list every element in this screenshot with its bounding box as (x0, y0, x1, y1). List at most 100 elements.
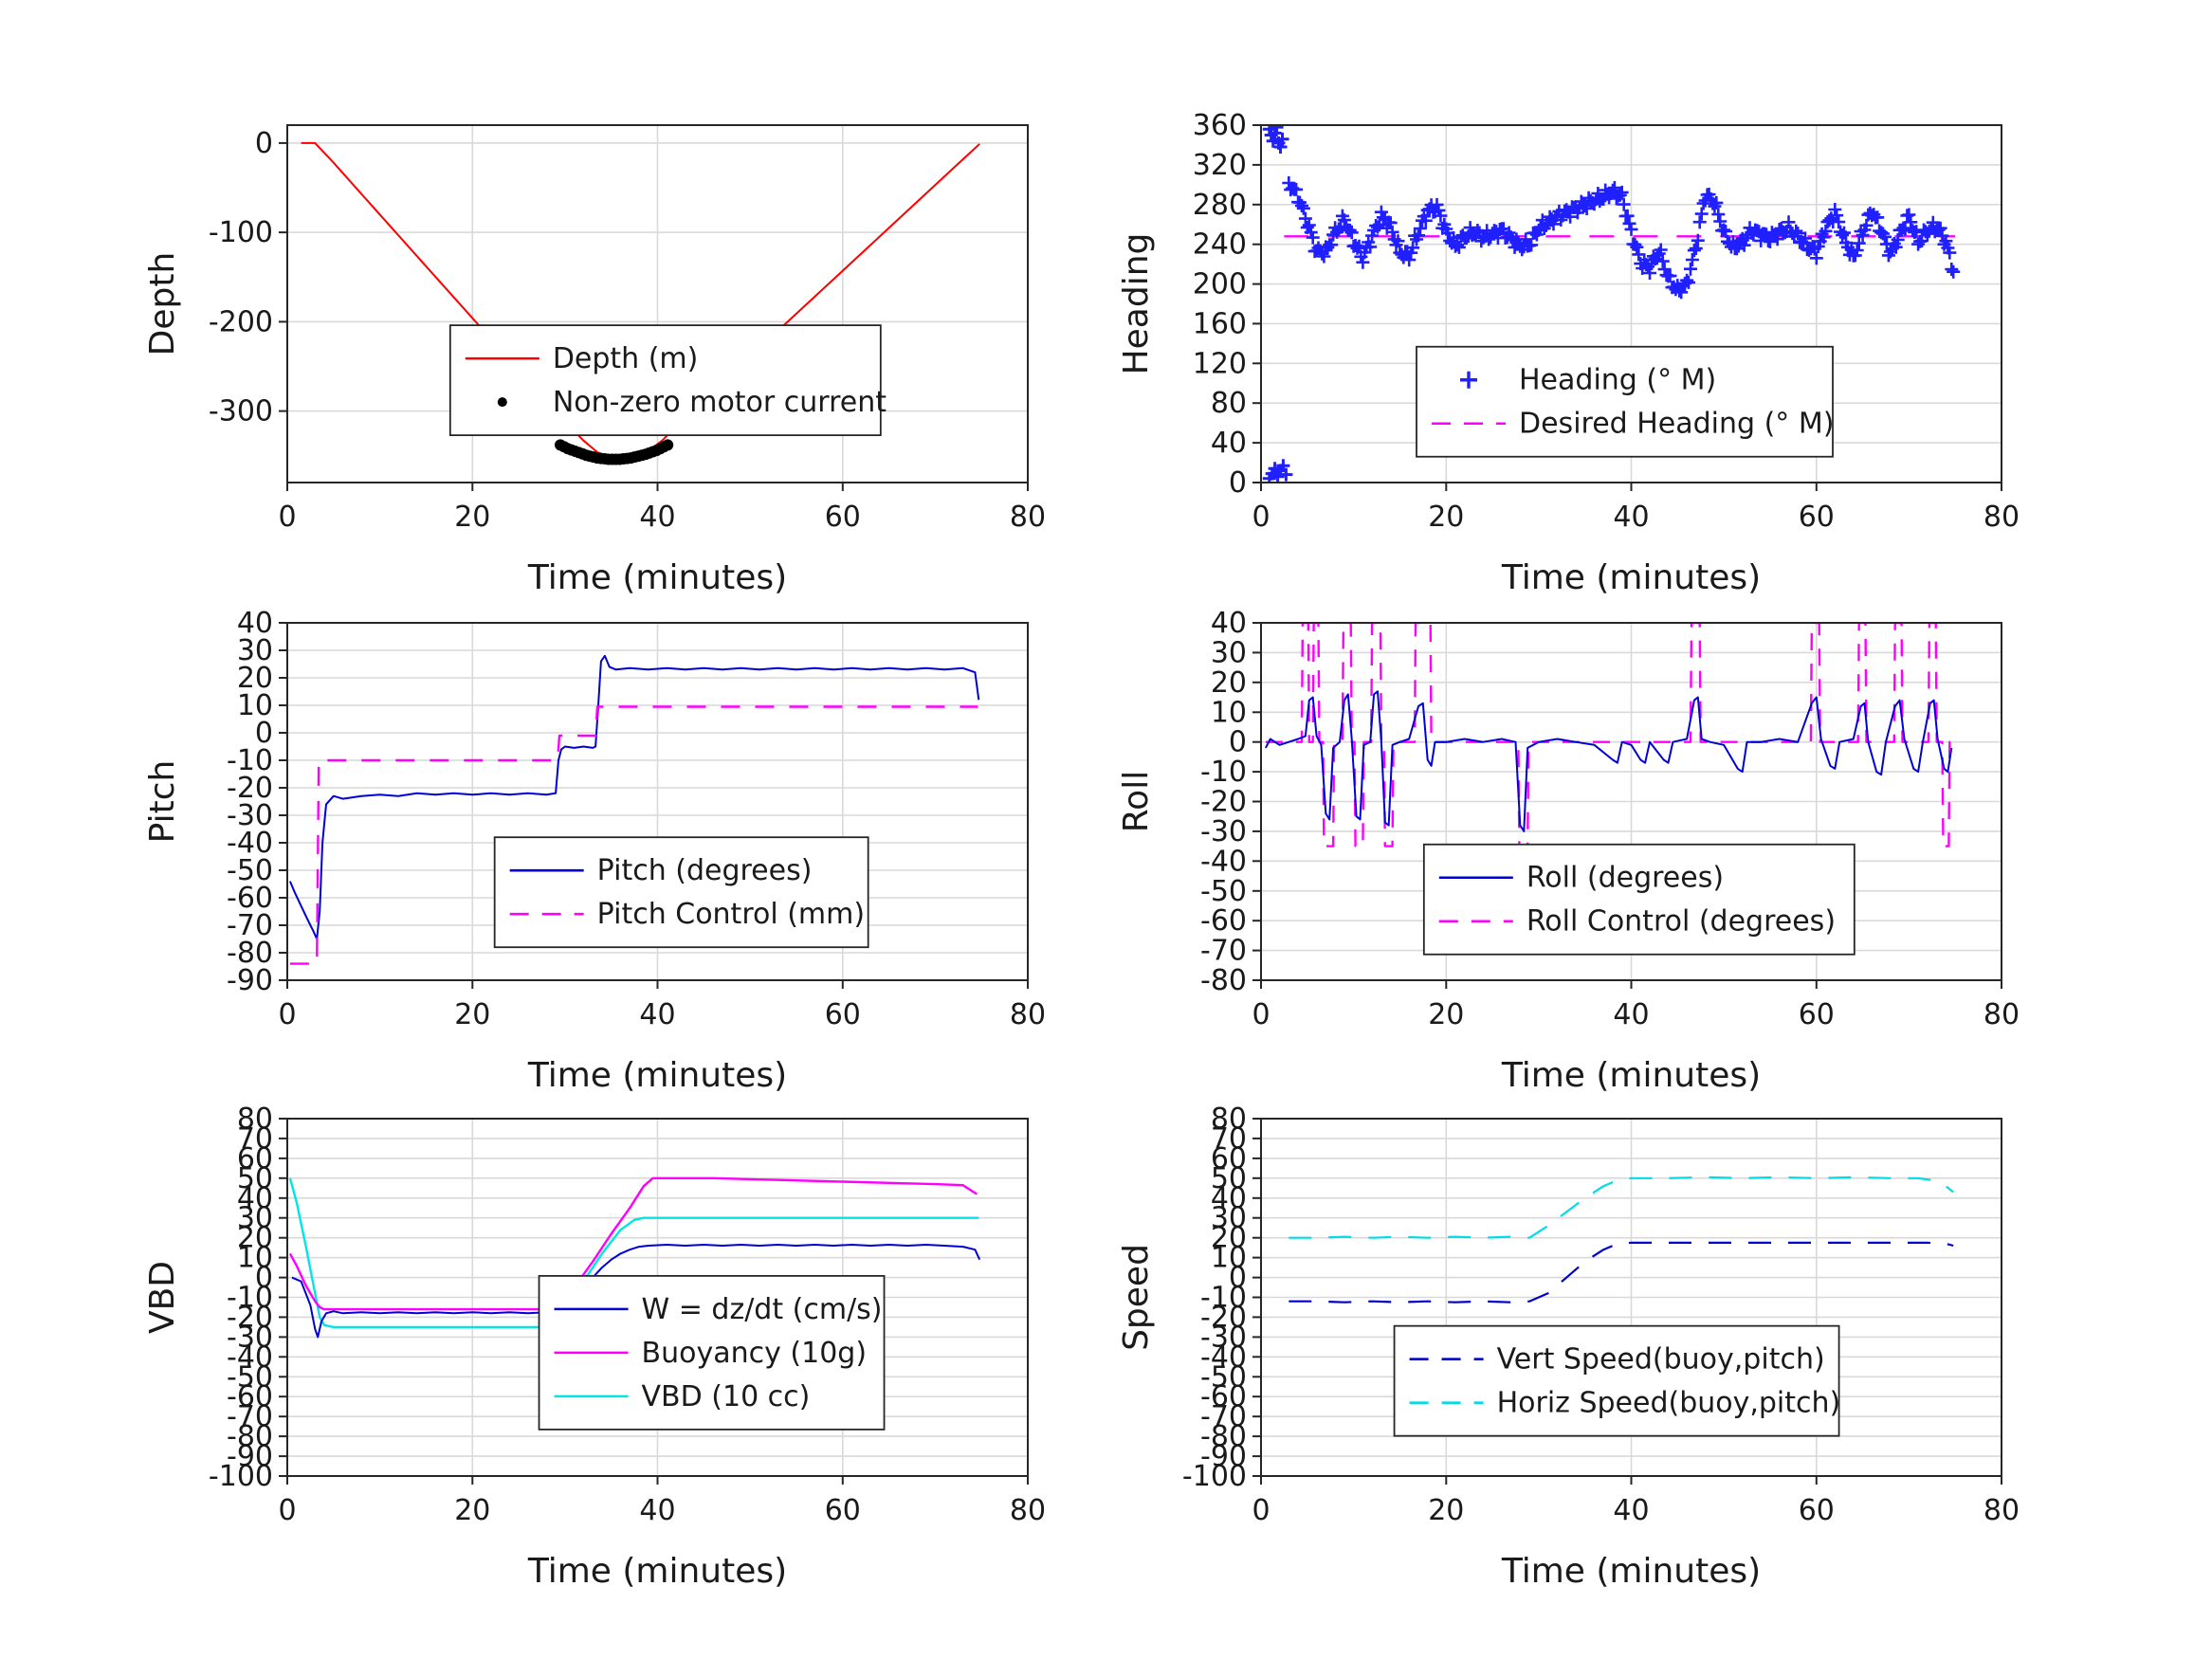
y-tick-label: -50 (1200, 875, 1247, 908)
x-tick-label: 20 (454, 1494, 490, 1527)
legend-box (1416, 345, 1834, 458)
y-tick-label: -30 (227, 799, 273, 832)
y-tick-label: 60 (1211, 1142, 1247, 1176)
roll-chart-svg: 0 20 40 60 80403020100-10-20-30-40-50-60-70-… (1117, 607, 2020, 1095)
y-axis-label: Depth (143, 252, 182, 356)
plot-area (1265, 623, 1954, 848)
y-tick-label: 50 (1211, 1162, 1247, 1195)
y-tick-label: 0 (1229, 466, 1247, 500)
series-heading-start-cluster (1262, 125, 1293, 483)
legend-label: Pitch Control (mm) (597, 898, 865, 931)
x-tick-label: 60 (1799, 501, 1835, 534)
legend-label: Roll Control (degrees) (1526, 905, 1836, 939)
legend-label: Buoyancy (10g) (642, 1337, 868, 1370)
y-tick-label: 40 (1211, 607, 1247, 640)
y-tick-label: 0 (1229, 726, 1247, 759)
y-tick-label: 30 (237, 634, 273, 667)
y-tick-label: -30 (1200, 1321, 1247, 1354)
y-tick-label: -30 (227, 1321, 273, 1354)
y-tick-label: -80 (1200, 964, 1247, 997)
legend-label: Vert Speed(buoy,pitch) (1497, 1343, 1825, 1376)
y-axis-label: Roll (1117, 771, 1156, 832)
plot-area (288, 654, 980, 965)
x-tick-label: 0 (1252, 1494, 1270, 1527)
y-tick-label: 40 (1211, 427, 1247, 460)
x-axis-label: Time (minutes) (527, 558, 787, 597)
y-tick-label: -50 (1200, 1360, 1247, 1394)
x-axis-label: Time (minutes) (527, 1552, 787, 1591)
series-roll-degrees (1265, 690, 1953, 832)
y-tick-label: 10 (237, 1242, 273, 1275)
y-tick-label: -60 (227, 882, 273, 915)
y-axis-label: Heading (1117, 233, 1156, 375)
series-horiz-speed (1289, 1176, 1954, 1239)
vbd-chart-svg: 0 20 40 60 8080706050403020100-10-20-30-40-5… (143, 1103, 1046, 1591)
y-axis-label: Pitch (143, 760, 182, 844)
x-tick-label: 40 (639, 1494, 675, 1527)
x-tick-label: 0 (1252, 998, 1270, 1031)
depth-plot: 0 20 40 60 80 0 -100 -200 -300 Time (minutes) Dept… (126, 97, 1066, 625)
y-tick-label: 10 (1211, 1242, 1247, 1275)
y-tick-label: 40 (237, 607, 273, 640)
legend-swatch-dot-icon (497, 397, 507, 408)
y-tick-label: -50 (227, 1360, 273, 1394)
roll-plot: 0 20 40 60 80 40 30 20 10 0 -10 -20 -30 -40 -50 -60 -70-… (1100, 594, 2039, 1122)
x-tick-label: 60 (825, 998, 861, 1031)
y-tick-label: 30 (237, 1202, 273, 1235)
y-tick-label: 80 (237, 1103, 273, 1136)
x-tick-label: 80 (1983, 1494, 2020, 1527)
y-tick-label: -60 (1200, 1380, 1247, 1413)
y-tick-label: 0 (255, 127, 273, 160)
series-buoyancy-10g (288, 1176, 978, 1311)
legend-box (493, 836, 869, 949)
y-tick-label: 320 (1193, 149, 1247, 182)
legend-label: Desired Heading (° M) (1519, 408, 1834, 441)
y-tick-label: -10 (227, 1282, 273, 1315)
legend-label: VBD (10 cc) (642, 1380, 811, 1413)
legend-label: Depth (m) (553, 342, 699, 375)
y-tick-label: 0 (1229, 1262, 1247, 1295)
y-tick-label: -100 (1182, 1460, 1247, 1493)
y-tick-label: 40 (237, 1182, 273, 1215)
y-tick-label: 60 (237, 1142, 273, 1176)
y-tick-label: -10 (227, 744, 273, 777)
y-tick-label: 160 (1193, 307, 1247, 340)
legend: Pitch (degrees) Pitch Control (mm) (493, 836, 869, 949)
y-tick-label: 70 (1211, 1122, 1247, 1156)
y-tick-label: -20 (1200, 1301, 1247, 1334)
y-tick-label: 30 (1211, 1202, 1247, 1235)
x-tick-label: 80 (1010, 1494, 1046, 1527)
y-tick-label: 20 (237, 662, 273, 695)
y-tick-label: -80 (227, 1420, 273, 1453)
legend: W = dz/dt (cm/s) Buoyancy (10g) VBD (10 cc… (538, 1274, 886, 1431)
plot-area (301, 141, 980, 465)
y-tick-label: 30 (1211, 636, 1247, 669)
x-axis-label: Time (minutes) (527, 1056, 787, 1095)
x-tick-label: 20 (1428, 501, 1464, 534)
y-tick-label: -40 (227, 1340, 273, 1374)
x-tick-label: 0 (278, 1494, 296, 1527)
legend: Depth (m) Non-zero motor current (448, 324, 887, 437)
legend-label: Pitch (degrees) (597, 854, 813, 887)
x-tick-label: 80 (1983, 998, 2020, 1031)
y-tick-label: 70 (237, 1122, 273, 1156)
x-tick-label: 60 (825, 501, 861, 534)
legend-label: Non-zero motor current (553, 386, 887, 419)
y-tick-label: -70 (227, 1400, 273, 1433)
y-tick-label: 80 (1211, 1103, 1247, 1136)
y-tick-label: -30 (1200, 815, 1247, 848)
y-tick-label: -50 (227, 854, 273, 887)
y-tick-label: -40 (227, 827, 273, 860)
series-nonzero-motor-current (555, 439, 674, 465)
legend-box (1422, 843, 1856, 956)
legend: Heading (° M) Desired Heading (° M) (1416, 345, 1834, 458)
y-tick-label: 10 (1211, 696, 1247, 729)
plot-area (1262, 125, 1961, 483)
y-tick-label: 0 (255, 1262, 273, 1295)
y-tick-label: 40 (1211, 1182, 1247, 1215)
y-tick-label: -20 (227, 772, 273, 805)
y-tick-label: -60 (227, 1380, 273, 1413)
x-tick-label: 60 (825, 1494, 861, 1527)
x-tick-label: 20 (1428, 1494, 1464, 1527)
y-tick-label: 20 (1211, 666, 1247, 700)
